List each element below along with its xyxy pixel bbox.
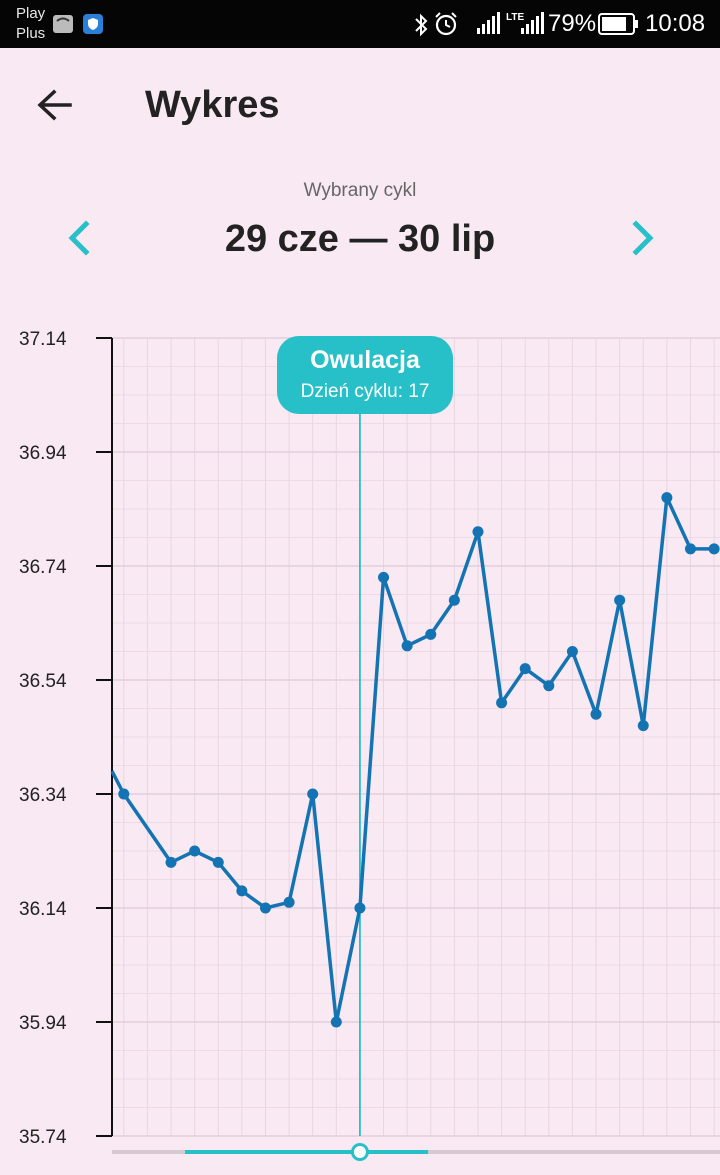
temperature-point [543, 680, 555, 692]
temperature-point [708, 543, 720, 555]
y-tick-label: 36.94 [19, 443, 67, 464]
carrier-label: Play Plus [16, 4, 45, 44]
temperature-point [378, 571, 390, 583]
ovulation-tooltip: Owulacja Dzień cyklu: 17 [277, 336, 453, 414]
lte-label: LTE [506, 12, 524, 23]
temperature-point [165, 856, 177, 868]
temperature-point [496, 697, 508, 709]
alarm-icon [433, 11, 459, 42]
temperature-point [354, 902, 366, 914]
chevron-right-icon [632, 220, 654, 256]
chart-axis: 37.14 36.94 36.74 36.54 36.34 36.14 35.94 35.74 [19, 329, 113, 1148]
huawei-icon [52, 13, 74, 40]
signal-lte-icon: LTE [505, 8, 545, 43]
y-tick-label: 36.74 [19, 557, 67, 578]
temperature-series [110, 492, 720, 1028]
temperature-point [307, 788, 319, 800]
temperature-point [330, 1016, 342, 1028]
shield-icon [82, 13, 104, 40]
temperature-point [472, 526, 484, 538]
battery-percent: 79% [548, 10, 597, 37]
chevron-left-icon [68, 220, 90, 256]
carrier-line-1: Play [16, 5, 46, 22]
temperature-chart: 37.14 36.94 36.74 36.54 36.34 36.14 35.94 35.74 [19, 329, 720, 1161]
temperature-point [212, 856, 224, 868]
temperature-point [236, 885, 248, 897]
prev-cycle-button[interactable] [58, 214, 108, 264]
back-arrow-icon [37, 89, 72, 121]
temperature-point [118, 788, 130, 800]
cycle-range: 29 cze — 30 lip [224, 218, 496, 260]
chart-scroll-slider[interactable] [112, 1143, 720, 1161]
temperature-point [566, 646, 578, 657]
back-button[interactable] [30, 84, 84, 138]
temperature-point [614, 594, 626, 606]
battery-icon [598, 13, 640, 40]
status-bar: Play Plus LTE 79% 10:08 [0, 0, 720, 48]
cycle-caption: Wybrany cykl [303, 180, 417, 201]
ovulation-tooltip-title: Owulacja [310, 346, 420, 374]
chart-grid [112, 337, 720, 1137]
temperature-point [448, 594, 460, 606]
y-tick-label: 37.14 [19, 329, 67, 350]
slider-thumb[interactable] [350, 1143, 369, 1161]
temperature-point [661, 492, 673, 504]
y-tick-label: 36.14 [19, 899, 67, 920]
ovulation-tooltip-day: Dzień cyklu: 17 [300, 381, 430, 402]
app-header: Wykres [0, 48, 720, 158]
temperature-point [401, 640, 413, 652]
y-tick-label: 35.74 [19, 1127, 67, 1148]
temperature-point [425, 628, 437, 640]
y-tick-label: 35.94 [19, 1013, 67, 1034]
signal-icon [476, 12, 502, 41]
clock: 10:08 [645, 10, 706, 37]
y-tick-label: 36.34 [19, 785, 67, 806]
temperature-point [259, 902, 271, 914]
y-tick-label: 36.54 [19, 671, 67, 692]
temperature-point [283, 896, 295, 908]
temperature-point [684, 543, 696, 555]
temperature-line [110, 495, 715, 1024]
temperature-point [189, 845, 201, 857]
bluetooth-icon [412, 12, 430, 43]
temperature-point [590, 708, 602, 720]
carrier-line-2: Plus [16, 25, 46, 42]
next-cycle-button[interactable] [620, 214, 670, 264]
temperature-point [519, 663, 531, 675]
temperature-point [637, 720, 649, 732]
page-title: Wykres [145, 84, 280, 126]
